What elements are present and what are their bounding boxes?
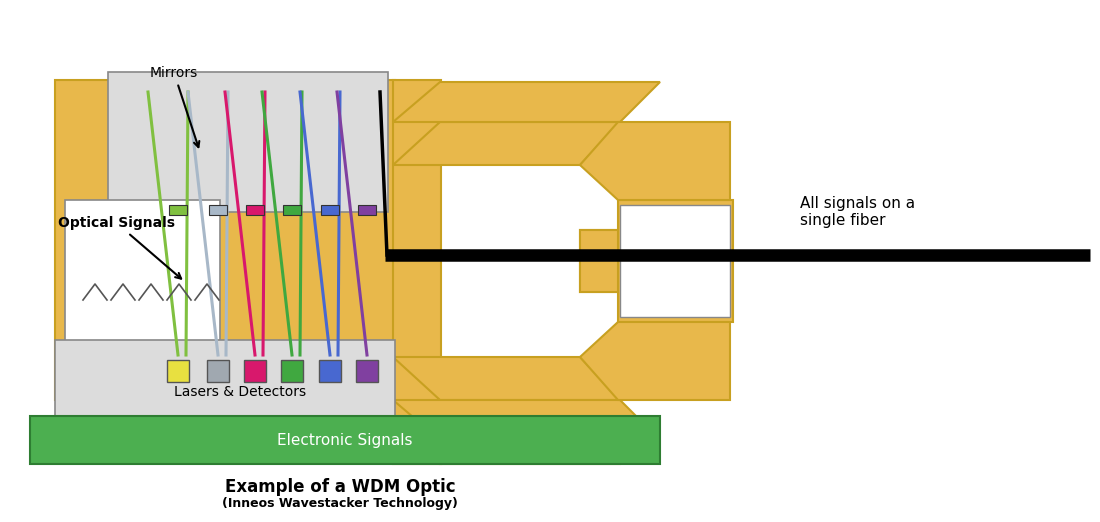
FancyBboxPatch shape bbox=[167, 360, 189, 382]
FancyBboxPatch shape bbox=[246, 205, 264, 215]
Polygon shape bbox=[580, 322, 730, 400]
FancyBboxPatch shape bbox=[319, 360, 341, 382]
FancyBboxPatch shape bbox=[244, 360, 266, 382]
FancyBboxPatch shape bbox=[280, 360, 302, 382]
FancyBboxPatch shape bbox=[440, 436, 620, 464]
Text: Electronic Signals: Electronic Signals bbox=[277, 433, 412, 447]
FancyBboxPatch shape bbox=[283, 205, 301, 215]
FancyBboxPatch shape bbox=[620, 205, 730, 317]
FancyBboxPatch shape bbox=[358, 205, 376, 215]
Polygon shape bbox=[580, 122, 730, 200]
FancyBboxPatch shape bbox=[209, 205, 227, 215]
FancyBboxPatch shape bbox=[65, 200, 220, 345]
FancyBboxPatch shape bbox=[55, 80, 395, 400]
Text: All signals on a
single fiber: All signals on a single fiber bbox=[800, 196, 915, 228]
FancyBboxPatch shape bbox=[618, 200, 733, 322]
Text: Lasers & Detectors: Lasers & Detectors bbox=[174, 385, 306, 399]
Polygon shape bbox=[393, 400, 660, 440]
FancyBboxPatch shape bbox=[393, 80, 441, 464]
Text: Example of a WDM Optic: Example of a WDM Optic bbox=[224, 478, 455, 496]
FancyBboxPatch shape bbox=[30, 416, 660, 464]
Text: Mirrors: Mirrors bbox=[150, 66, 199, 147]
Polygon shape bbox=[393, 82, 660, 122]
FancyBboxPatch shape bbox=[169, 205, 187, 215]
Text: (Inneos Wavestacker Technology): (Inneos Wavestacker Technology) bbox=[222, 497, 458, 511]
FancyBboxPatch shape bbox=[580, 230, 660, 292]
FancyBboxPatch shape bbox=[55, 340, 395, 420]
FancyBboxPatch shape bbox=[580, 230, 660, 292]
Text: Optical Signals: Optical Signals bbox=[58, 216, 182, 279]
Polygon shape bbox=[393, 357, 620, 400]
FancyBboxPatch shape bbox=[207, 360, 229, 382]
FancyBboxPatch shape bbox=[321, 205, 339, 215]
FancyBboxPatch shape bbox=[356, 360, 378, 382]
FancyBboxPatch shape bbox=[108, 72, 388, 212]
Polygon shape bbox=[393, 122, 620, 165]
